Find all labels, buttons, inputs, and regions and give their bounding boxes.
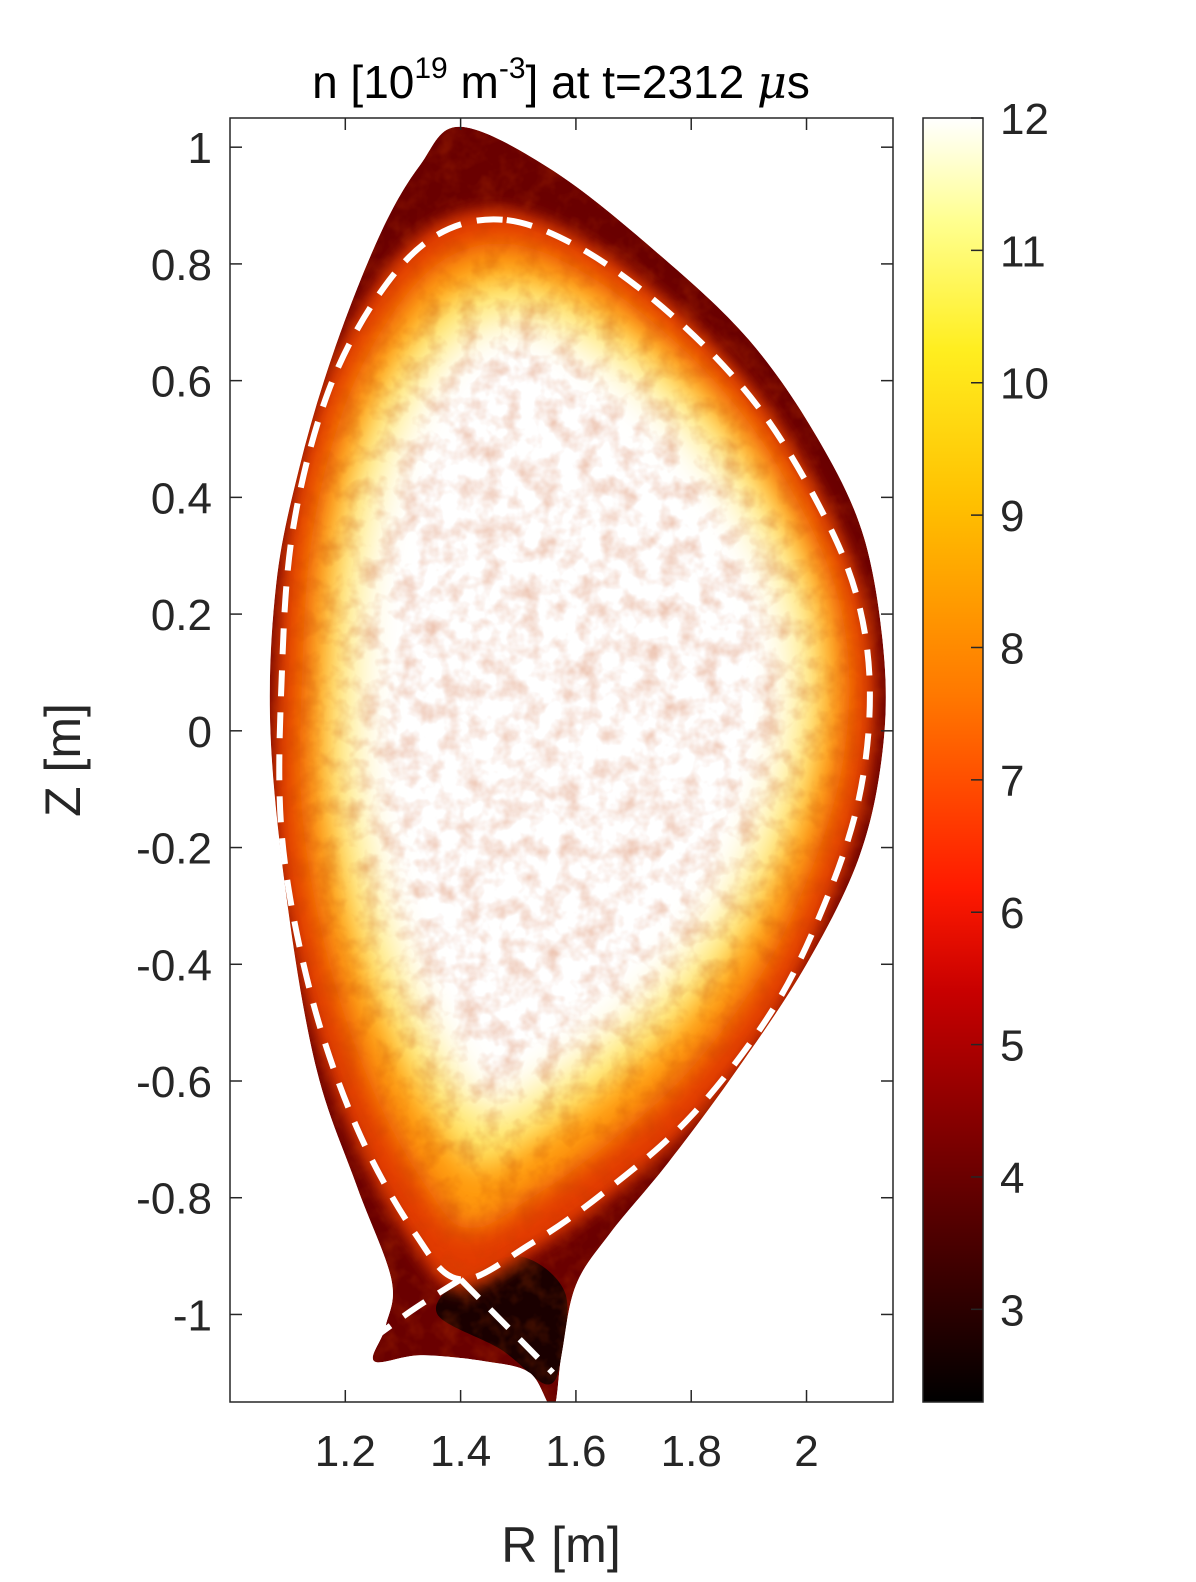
chart-title: n [1019 m-3] at t=2312 μs xyxy=(312,52,810,109)
title-suffix: ] at t=2312 xyxy=(526,56,757,108)
title-prefix: n [10 xyxy=(312,56,414,108)
x-tick-label: 2 xyxy=(794,1427,818,1476)
colorbar-tick-label: 10 xyxy=(1000,360,1049,409)
plot-area xyxy=(230,118,893,1402)
y-tick-label: -0.8 xyxy=(136,1175,212,1224)
y-tick-label: -0.4 xyxy=(136,941,212,990)
colorbar-tick-label: 9 xyxy=(1000,492,1024,541)
y-tick-label: -0.6 xyxy=(136,1058,212,1107)
x-tick-label: 1.4 xyxy=(430,1427,491,1476)
x-tick-label: 1.2 xyxy=(315,1427,376,1476)
y-tick-label: -0.2 xyxy=(136,825,212,874)
title-superscript-unit: -3 xyxy=(499,52,526,85)
colorbar-tick-label: 4 xyxy=(1000,1154,1024,1203)
density-field xyxy=(269,126,886,1402)
x-tick-label: 1.6 xyxy=(545,1427,606,1476)
separatrix-line xyxy=(276,216,873,1283)
separatrix-divertor-leg-inner xyxy=(372,1276,463,1341)
y-axis: 1 0.8 0.6 0.4 0.2 0 -0.2 -0.4 -0.6 -0.8 -1 xyxy=(136,124,893,1340)
colorbar-frame xyxy=(922,117,984,1403)
colorbar-tick-label: 3 xyxy=(1000,1286,1024,1335)
colorbar: 12 11 10 9 8 7 6 5 4 3 xyxy=(922,95,1049,1403)
x-tick-label: 1.8 xyxy=(661,1427,722,1476)
title-superscript-exponent: 19 xyxy=(414,52,447,85)
title-mu-symbol: μ xyxy=(757,55,787,109)
title-unit: m xyxy=(448,56,499,108)
colorbar-ticks: 12 11 10 9 8 7 6 5 4 3 xyxy=(971,95,1049,1335)
colorbar-tick-label: 5 xyxy=(1000,1022,1024,1071)
separatrix-divertor-leg-outer xyxy=(458,1277,556,1375)
y-tick-label: 0.6 xyxy=(151,358,212,407)
title-time-unit: s xyxy=(787,56,810,108)
axes-box xyxy=(229,117,894,1403)
colorbar-gradient xyxy=(923,118,983,1402)
colorbar-tick-label: 8 xyxy=(1000,624,1024,673)
y-tick-label: 0.2 xyxy=(151,591,212,640)
y-tick-label: 1 xyxy=(188,124,212,173)
colorbar-tick-label: 11 xyxy=(1000,227,1046,276)
y-tick-label: 0.4 xyxy=(151,474,212,523)
y-axis-label: Z [m] xyxy=(35,703,91,817)
y-tick-label: 0 xyxy=(188,708,212,757)
y-tick-label: -1 xyxy=(173,1291,212,1340)
x-axis-label: R [m] xyxy=(501,1517,620,1573)
x-axis: 1.2 1.4 1.6 1.8 2 xyxy=(315,118,819,1476)
colorbar-tick-label: 6 xyxy=(1000,889,1024,938)
y-tick-label: 0.8 xyxy=(151,241,212,290)
colorbar-tick-label: 7 xyxy=(1000,757,1024,806)
colorbar-tick-label: 12 xyxy=(1000,95,1049,144)
